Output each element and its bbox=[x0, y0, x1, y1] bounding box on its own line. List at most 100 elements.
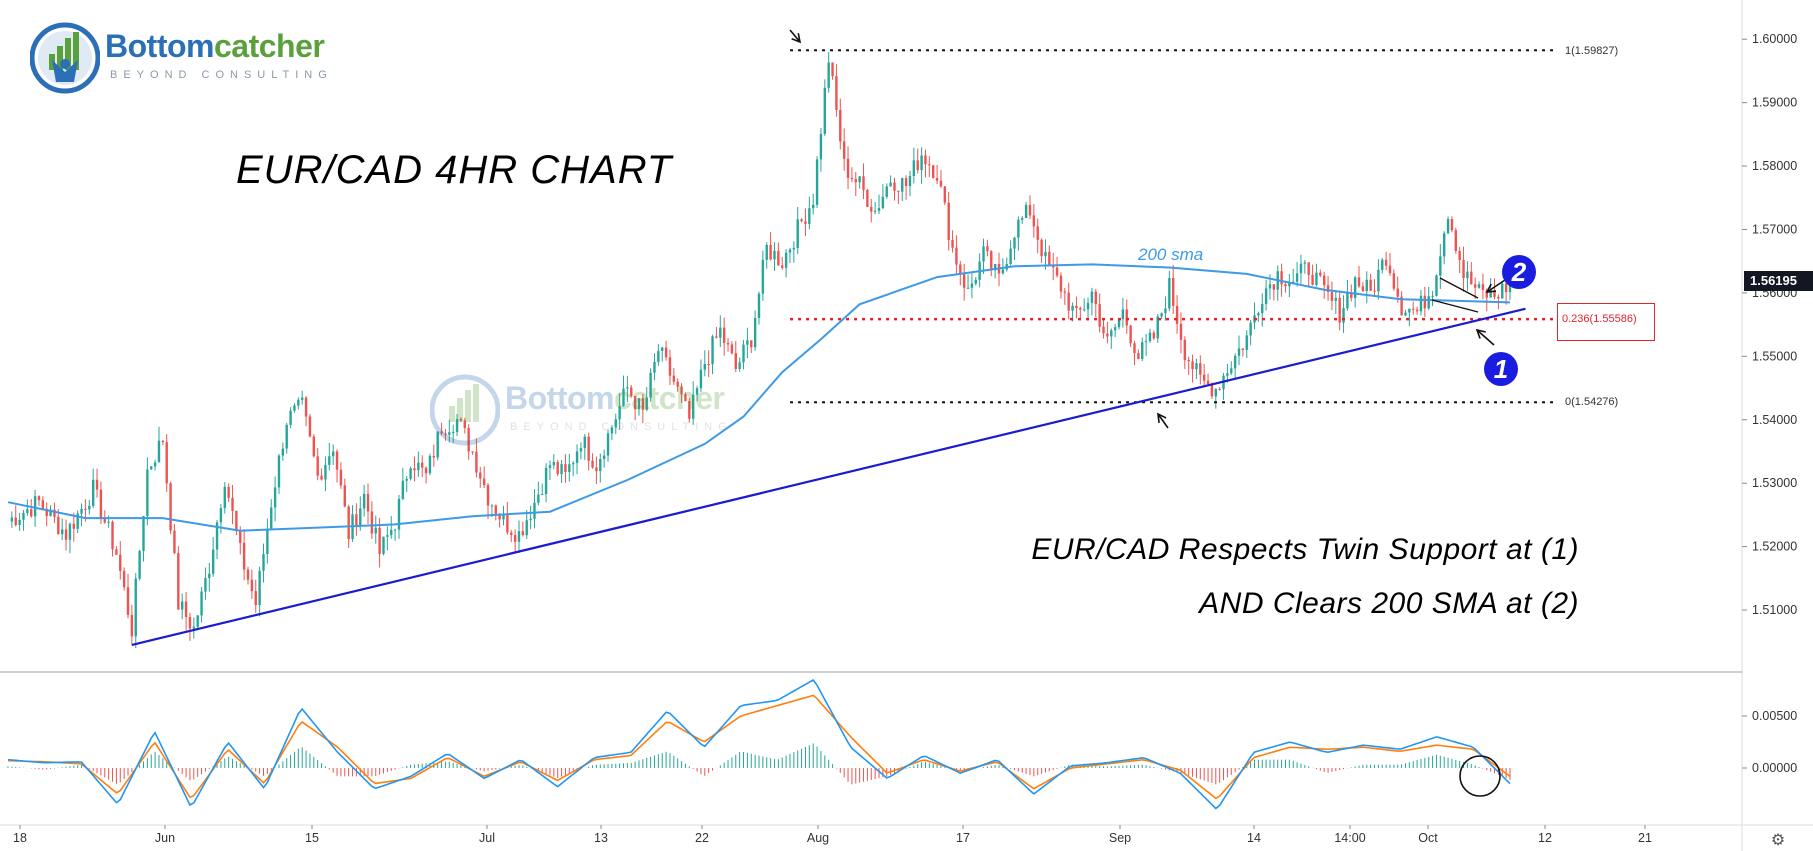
arrow-top-icon-shaft bbox=[789, 29, 801, 43]
candle-body bbox=[626, 387, 629, 389]
x-tick-label: Jun bbox=[155, 831, 175, 845]
candle-body bbox=[1125, 309, 1128, 326]
candle-body bbox=[370, 511, 374, 534]
candle-body bbox=[1156, 316, 1159, 339]
candle-body bbox=[966, 287, 970, 289]
candle-body bbox=[335, 451, 339, 470]
candle-body bbox=[1415, 309, 1419, 312]
x-tick-label: Jul bbox=[479, 831, 495, 845]
candle-body bbox=[676, 381, 679, 387]
candle-body bbox=[1342, 308, 1345, 323]
candle-body bbox=[157, 440, 161, 463]
candle-body bbox=[761, 259, 765, 294]
candle-body bbox=[455, 418, 459, 432]
candle-body bbox=[1381, 259, 1384, 270]
candle-body bbox=[88, 505, 91, 510]
candle-body bbox=[343, 485, 346, 507]
candle-body bbox=[119, 554, 122, 571]
candle-body bbox=[130, 614, 134, 637]
candle-body bbox=[45, 508, 48, 517]
candle-body bbox=[115, 549, 118, 555]
candle-body bbox=[184, 601, 188, 618]
candle-body bbox=[33, 496, 37, 517]
candle-body bbox=[959, 264, 962, 275]
candle-body bbox=[150, 466, 153, 470]
candle-body bbox=[277, 455, 281, 488]
candle-body bbox=[1013, 237, 1016, 249]
candle-body bbox=[1466, 271, 1469, 279]
candles-group bbox=[10, 52, 1512, 649]
candle-body bbox=[1241, 348, 1245, 350]
candle-body bbox=[1439, 256, 1442, 276]
candle-body bbox=[1218, 388, 1221, 390]
candle-body bbox=[467, 427, 470, 452]
candle-body bbox=[734, 353, 737, 369]
candle-body bbox=[541, 494, 544, 496]
candle-body bbox=[533, 502, 536, 519]
candle-body bbox=[482, 478, 486, 486]
candle-body bbox=[409, 468, 412, 479]
candle-body bbox=[672, 375, 676, 382]
candle-body bbox=[699, 369, 703, 389]
candle-body bbox=[49, 509, 52, 517]
candle-body bbox=[583, 436, 586, 449]
candle-body bbox=[986, 246, 989, 252]
candle-body bbox=[382, 536, 385, 554]
candle-body bbox=[525, 520, 528, 536]
candle-body bbox=[1249, 322, 1252, 336]
candle-body bbox=[548, 465, 552, 468]
candle-body bbox=[819, 133, 823, 160]
candle-body bbox=[506, 514, 509, 533]
fib-label-top: 1(1.59827) bbox=[1565, 45, 1619, 57]
candle-body bbox=[796, 219, 799, 249]
candle-body bbox=[200, 591, 203, 616]
y-tick-label: 1.57000 bbox=[1752, 222, 1797, 236]
candle-body bbox=[912, 160, 916, 176]
candle-body bbox=[1191, 361, 1194, 370]
candle-body bbox=[560, 464, 563, 475]
watermark-globe-icon bbox=[430, 374, 500, 446]
candle-body bbox=[1493, 289, 1496, 297]
candle-body bbox=[897, 190, 900, 192]
candle-body bbox=[1504, 283, 1508, 292]
candle-body bbox=[1168, 277, 1171, 309]
candle-body bbox=[653, 361, 656, 373]
candle-body bbox=[661, 347, 664, 351]
candle-body bbox=[1361, 286, 1365, 292]
candle-body bbox=[1450, 219, 1454, 231]
candle-body bbox=[169, 483, 172, 531]
candle-body bbox=[281, 448, 285, 456]
candle-body bbox=[397, 498, 401, 530]
candle-body bbox=[355, 514, 358, 526]
annotation-sma: AND Clears 200 SMA at (2) bbox=[1199, 587, 1579, 620]
candle-body bbox=[846, 158, 850, 178]
candle-body bbox=[649, 372, 652, 398]
x-tick-label: 22 bbox=[695, 831, 709, 845]
candle-body bbox=[1098, 304, 1101, 327]
candle-body bbox=[1427, 296, 1430, 309]
candle-body bbox=[932, 165, 935, 179]
candle-body bbox=[161, 440, 165, 443]
candle-body bbox=[1454, 230, 1458, 252]
candle-body bbox=[1307, 262, 1310, 275]
y-tick-label: 1.52000 bbox=[1752, 540, 1797, 554]
arrow-marker1-icon-head bbox=[1475, 328, 1486, 339]
candle-body bbox=[270, 507, 273, 529]
candle-body bbox=[173, 530, 176, 553]
y-tick-label: 1.55000 bbox=[1752, 349, 1797, 363]
candle-body bbox=[1021, 218, 1024, 220]
marker-2: 2 bbox=[1502, 255, 1536, 289]
candle-body bbox=[695, 388, 699, 395]
candle-body bbox=[1152, 332, 1156, 339]
candle-body bbox=[76, 513, 79, 529]
candle-body bbox=[293, 405, 296, 411]
osc-y-tick-label: 0.00500 bbox=[1752, 709, 1797, 723]
candle-body bbox=[134, 578, 137, 637]
candle-body bbox=[784, 252, 788, 268]
candle-body bbox=[308, 416, 312, 437]
candle-body bbox=[1183, 339, 1187, 360]
candle-body bbox=[664, 347, 668, 358]
candle-body bbox=[1322, 275, 1326, 286]
candle-body bbox=[719, 327, 722, 338]
candle-body bbox=[273, 487, 277, 508]
